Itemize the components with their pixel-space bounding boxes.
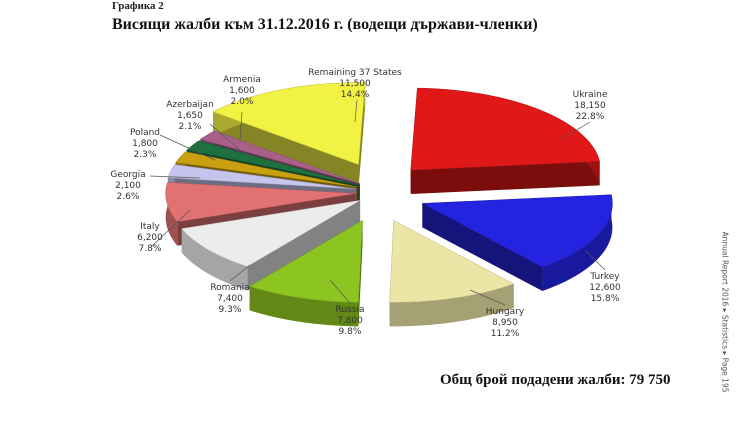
data-label-percent: 2.6%: [116, 192, 140, 202]
pie-slice-russia: [249, 219, 363, 327]
data-label: Russia 7,800 9.8%: [336, 305, 365, 338]
chart-title: Висящи жалби към 31.12.2016 г. (водещи д…: [112, 16, 538, 33]
pie-slice-hungary: [389, 219, 515, 327]
data-label-value: 2,100: [115, 181, 141, 191]
data-label-value: 8,950: [492, 318, 518, 328]
data-label-label: Russia: [335, 305, 365, 315]
data-label: Armenia 1,600 2.0%: [223, 75, 261, 108]
data-label-label: Remaining 37 States: [308, 68, 402, 78]
data-label: Poland 1,800 2.3%: [130, 128, 160, 161]
pie-slice-turkey: [421, 194, 613, 291]
data-label-value: 7,800: [337, 316, 363, 326]
pie-slice-ukraine: [410, 87, 600, 195]
data-label-percent: 9.8%: [338, 327, 362, 337]
leader-line: [159, 134, 216, 161]
data-label: Azerbaijan 1,650 2.1%: [166, 100, 214, 133]
data-label-percent: 7.8%: [138, 244, 162, 254]
leader-line: [329, 279, 351, 304]
data-label: Turkey 12,600 15.8%: [589, 272, 621, 305]
data-label-value: 1,800: [132, 139, 158, 149]
data-label-percent: 9.3%: [218, 305, 242, 315]
data-label-label: Azerbaijan: [166, 100, 214, 110]
leader-line: [239, 111, 243, 141]
data-label-value: 11,500: [339, 79, 371, 89]
data-label: Italy 6,200 7.8%: [137, 222, 163, 255]
data-label: Remaining 37 States 11,500 14.4%: [308, 68, 401, 101]
pie-slice-remaining-37-states: [212, 82, 366, 189]
data-label: Georgia 2,100 2.6%: [110, 170, 145, 203]
page-footer-vertical: Annual Report 2016 ▸ Statistics ▸ Page 1…: [720, 231, 730, 393]
data-label: Romania 7,400 9.3%: [210, 283, 249, 316]
data-label-label: Armenia: [223, 75, 261, 85]
data-label-percent: 15.8%: [590, 294, 620, 304]
leader-line: [151, 209, 191, 247]
leader-line: [354, 99, 358, 123]
data-label-percent: 2.1%: [178, 122, 202, 132]
data-label-percent: 2.0%: [230, 97, 254, 107]
data-label-percent: 11.2%: [490, 329, 520, 339]
leader-line: [584, 249, 606, 271]
data-label-value: 7,400: [217, 294, 243, 304]
data-label-label: Poland: [129, 128, 161, 138]
leader-line: [469, 289, 506, 306]
data-label-label: Italy: [140, 222, 160, 232]
data-label-percent: 2.3%: [133, 150, 157, 160]
data-label-label: Turkey: [590, 272, 620, 282]
data-label-label: Ukraine: [572, 90, 608, 100]
data-label-value: 18,150: [574, 101, 606, 111]
pie-slice-romania: [181, 200, 361, 291]
data-label-label: Georgia: [110, 170, 146, 180]
data-label-percent: 14.4%: [340, 90, 370, 100]
leader-line: [149, 175, 201, 179]
data-label-value: 12,600: [589, 283, 621, 293]
data-label-percent: 22.8%: [575, 112, 605, 122]
leader-line: [229, 264, 251, 282]
data-label-value: 6,200: [137, 233, 163, 243]
data-label-label: Hungary: [485, 307, 525, 317]
leader-line: [559, 121, 591, 141]
data-label-value: 1,650: [177, 111, 203, 121]
data-label-label: Romania: [210, 283, 250, 293]
data-label: Ukraine 18,150 22.8%: [573, 90, 608, 123]
total-complaints: Общ брой подадени жалби: 79 750: [440, 372, 671, 388]
data-label: Hungary 8,950 11.2%: [486, 307, 524, 340]
data-label-value: 1,600: [229, 86, 255, 96]
leader-line: [209, 123, 241, 151]
figure-caption: Графика 2: [112, 0, 164, 12]
